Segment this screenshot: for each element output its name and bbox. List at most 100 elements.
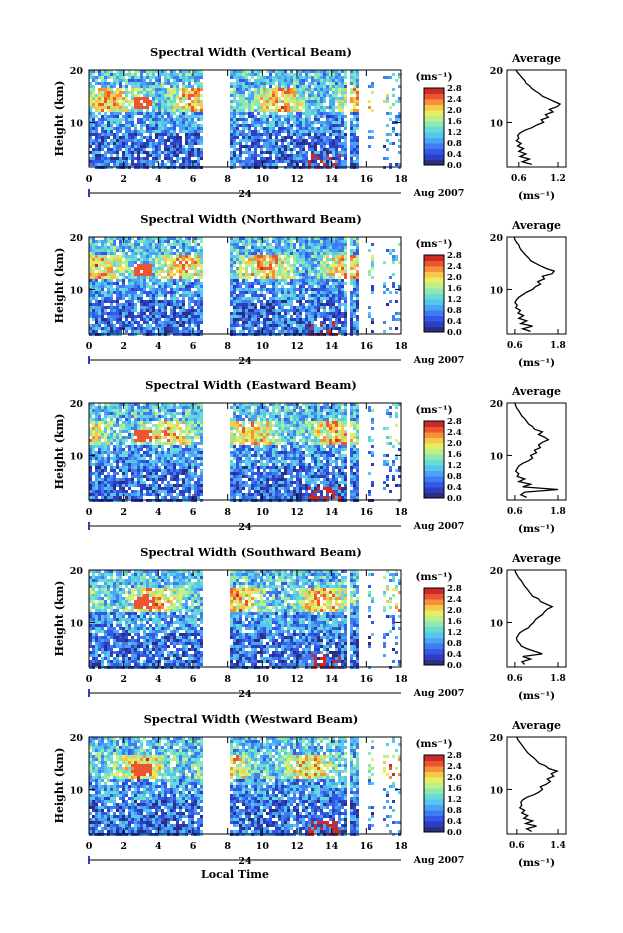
heatmap-cell bbox=[287, 160, 290, 163]
heatmap-cell bbox=[110, 321, 113, 324]
heatmap-cell bbox=[152, 145, 155, 148]
profile-title: Average bbox=[511, 219, 561, 232]
heatmap-cell bbox=[167, 91, 170, 94]
heatmap-cell bbox=[287, 73, 290, 76]
heatmap-cell bbox=[260, 276, 263, 279]
heatmap-cell bbox=[389, 300, 392, 303]
heatmap-cell bbox=[266, 115, 269, 118]
heatmap-cell bbox=[137, 315, 140, 318]
heatmap-cell bbox=[128, 121, 131, 124]
heatmap-cell bbox=[305, 124, 308, 127]
heatmap-cell bbox=[176, 124, 179, 127]
heatmap-cell bbox=[173, 318, 176, 321]
heatmap-cell bbox=[134, 76, 137, 79]
heatmap-cell bbox=[311, 252, 314, 255]
colorbar-tick-label: 1.6 bbox=[447, 117, 462, 127]
heatmap-cell bbox=[269, 82, 272, 85]
panel-title: Spectral Width (Northward Beam) bbox=[140, 212, 362, 226]
heatmap-cell bbox=[269, 306, 272, 309]
heatmap-cell bbox=[344, 154, 347, 157]
heatmap-cell bbox=[320, 124, 323, 127]
heatmap-cell bbox=[110, 303, 113, 306]
heatmap-cell bbox=[116, 315, 119, 318]
heatmap-cell bbox=[164, 252, 167, 255]
heatmap-cell bbox=[143, 327, 146, 330]
heatmap-cell bbox=[260, 121, 263, 124]
heatmap-cell bbox=[356, 151, 359, 154]
heatmap-cell bbox=[230, 321, 233, 324]
heatmap-cell bbox=[314, 136, 317, 139]
heatmap-cell bbox=[320, 261, 323, 264]
heatmap-cell bbox=[302, 85, 305, 88]
heatmap-cell bbox=[248, 276, 251, 279]
heatmap-cell bbox=[191, 130, 194, 133]
heatmap-cell bbox=[155, 309, 158, 312]
heatmap-cell bbox=[149, 82, 152, 85]
heatmap-cell bbox=[320, 103, 323, 106]
heatmap-cell bbox=[257, 315, 260, 318]
heatmap-cell bbox=[140, 151, 143, 154]
heatmap-cell bbox=[290, 94, 293, 97]
heatmap-cell bbox=[125, 306, 128, 309]
heatmap-cell bbox=[332, 291, 335, 294]
heatmap-cell bbox=[305, 73, 308, 76]
heatmap-cell bbox=[158, 246, 161, 249]
heatmap-cell bbox=[239, 91, 242, 94]
heatmap-cell bbox=[95, 115, 98, 118]
heatmap-cell bbox=[101, 79, 104, 82]
heatmap-cell bbox=[356, 148, 359, 151]
heatmap-cell bbox=[104, 97, 107, 100]
heatmap-cell bbox=[110, 282, 113, 285]
heatmap-cell bbox=[173, 142, 176, 145]
heatmap-cell bbox=[272, 261, 275, 264]
heatmap-cell bbox=[176, 255, 179, 258]
heatmap-cell bbox=[266, 240, 269, 243]
heatmap-cell bbox=[140, 312, 143, 315]
heatmap-cell bbox=[167, 267, 170, 270]
heatmap-cell bbox=[338, 151, 341, 154]
heatmap-cell bbox=[110, 142, 113, 145]
heatmap-cell bbox=[230, 279, 233, 282]
colorbar-swatch bbox=[424, 261, 444, 267]
heatmap-cell bbox=[299, 76, 302, 79]
heatmap-cell bbox=[344, 255, 347, 258]
heatmap-cell bbox=[98, 246, 101, 249]
heatmap-cell bbox=[251, 261, 254, 264]
heatmap-cell bbox=[233, 330, 236, 333]
heatmap-cell bbox=[158, 252, 161, 255]
heatmap-cell bbox=[182, 264, 185, 267]
heatmap-cell bbox=[314, 315, 317, 318]
heatmap-cell bbox=[107, 88, 110, 91]
heatmap-cell bbox=[371, 276, 374, 279]
heatmap-cell bbox=[110, 273, 113, 276]
x-tick-label: 14 bbox=[325, 341, 339, 352]
heatmap-cell bbox=[326, 330, 329, 333]
heatmap-cell bbox=[245, 249, 248, 252]
heatmap-cell bbox=[251, 327, 254, 330]
heatmap-cell bbox=[191, 282, 194, 285]
heatmap-cell bbox=[320, 276, 323, 279]
heatmap-cell bbox=[95, 282, 98, 285]
heatmap-cell bbox=[287, 312, 290, 315]
heatmap-cell bbox=[119, 94, 122, 97]
heatmap-cell bbox=[92, 457, 95, 460]
heatmap-cell bbox=[104, 139, 107, 142]
heatmap-cell bbox=[134, 157, 137, 160]
heatmap-cell bbox=[290, 252, 293, 255]
heatmap-cell bbox=[278, 321, 281, 324]
heatmap-cell bbox=[233, 85, 236, 88]
heatmap-cell bbox=[104, 249, 107, 252]
heatmap-cell bbox=[356, 297, 359, 300]
heatmap-cell bbox=[272, 160, 275, 163]
heatmap-cell bbox=[329, 112, 332, 115]
heatmap-cell bbox=[260, 115, 263, 118]
heatmap-cell bbox=[263, 163, 266, 166]
heatmap-cell bbox=[338, 100, 341, 103]
heatmap-cell bbox=[116, 163, 119, 166]
heatmap-cell bbox=[164, 97, 167, 100]
heatmap-cell bbox=[317, 85, 320, 88]
heatmap-cell bbox=[188, 330, 191, 333]
heatmap-cell bbox=[197, 160, 200, 163]
heatmap-cell bbox=[125, 270, 128, 273]
heatmap-cell bbox=[107, 270, 110, 273]
